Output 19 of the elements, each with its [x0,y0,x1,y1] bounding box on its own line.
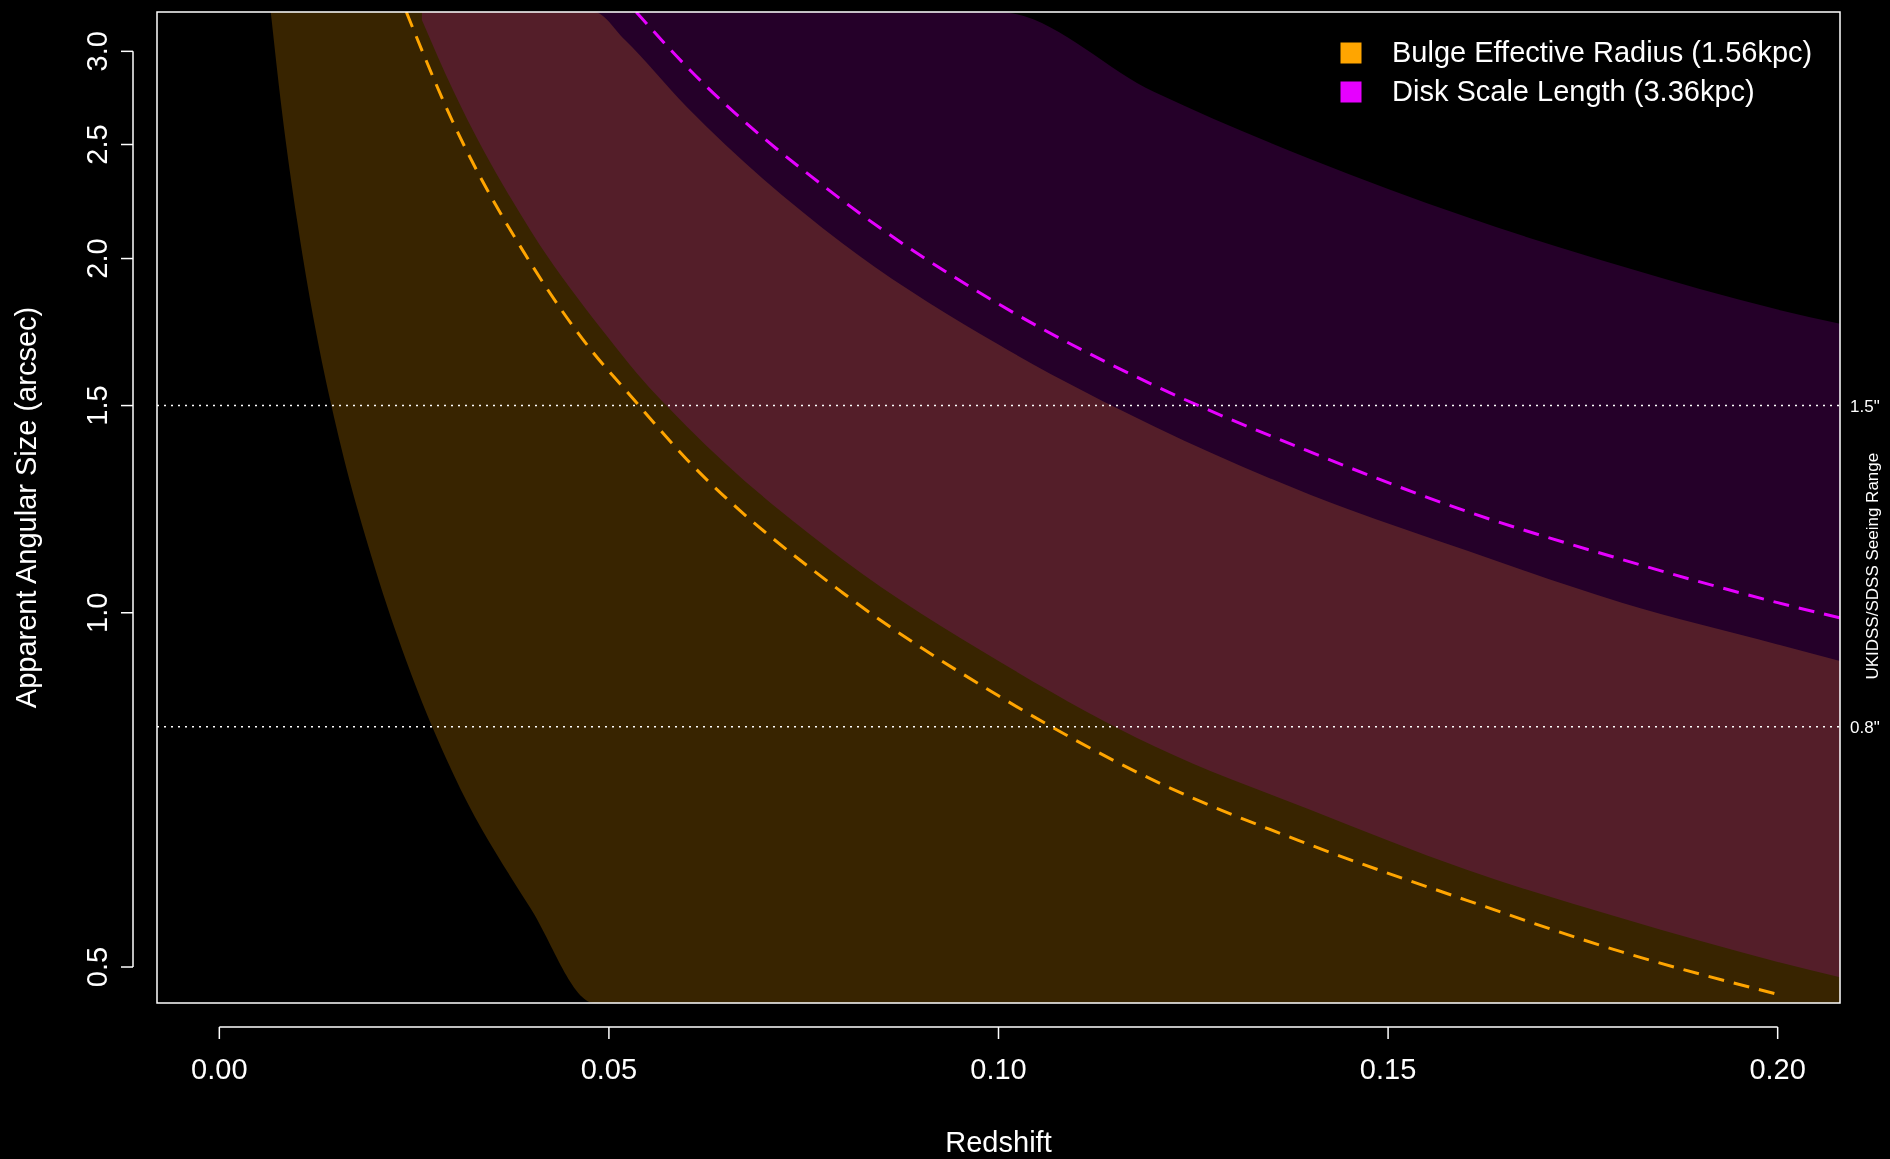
y-tick-label: 3.0 [81,31,113,72]
legend-label: Disk Scale Length (3.36kpc) [1392,75,1755,107]
x-axis-title: Redshift [945,1126,1052,1158]
x-tick-label: 0.00 [191,1053,248,1085]
y-axis-title: Apparent Angular Size (arcsec) [10,306,42,709]
x-tick-label: 0.05 [580,1053,638,1085]
line-series [634,12,1840,620]
ref-line-label: 1.5" [1850,396,1880,416]
y-tick-label: 2.0 [81,238,113,279]
x-tick-label: 0.20 [1749,1053,1806,1085]
text: UKIDSS/SDSS Seeing Range [1863,452,1882,680]
y-tick-label: 1.5 [81,385,113,426]
x-tick-label: 0.15 [1359,1053,1417,1085]
ref-line-label: 0.8" [1850,717,1880,737]
y-tick-label: 1.0 [81,592,113,633]
x-tick-label: 0.10 [970,1053,1027,1085]
y-tick-label: 0.5 [81,946,113,988]
y-tick-label: 2.5 [81,124,113,165]
legend-label: Bulge Effective Radius (1.56kpc) [1392,36,1813,68]
